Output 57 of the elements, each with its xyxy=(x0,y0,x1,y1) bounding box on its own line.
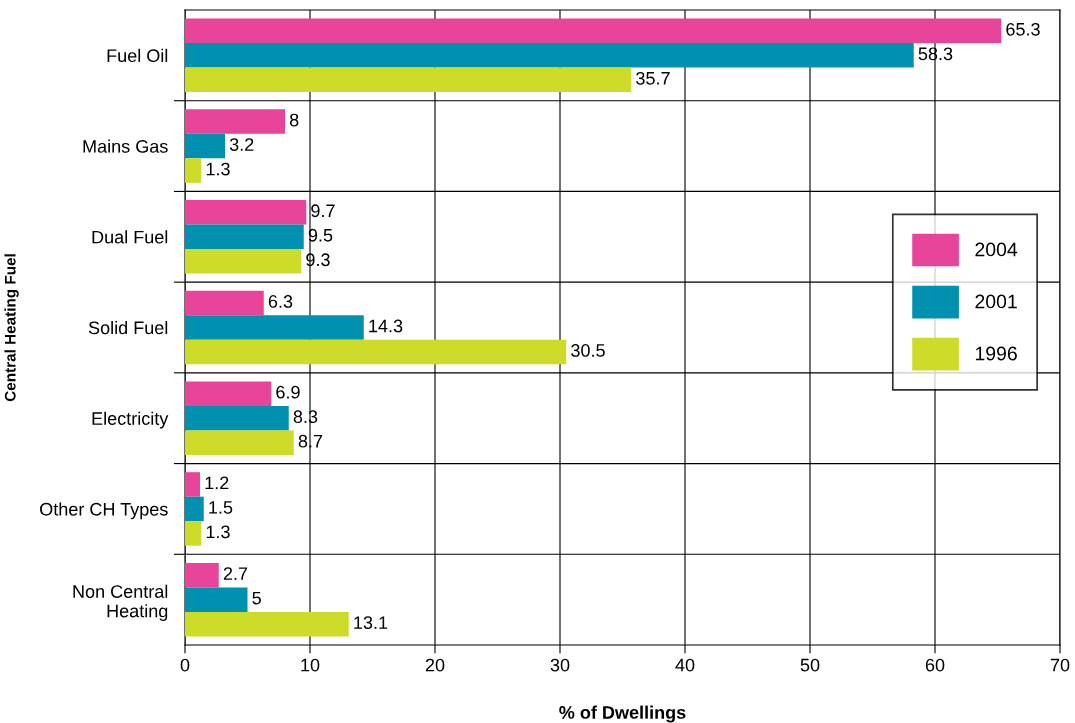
bar xyxy=(185,405,289,431)
x-tick-label: 30 xyxy=(550,658,570,672)
y-tick-label: Mains Gas xyxy=(83,139,168,153)
bar xyxy=(185,133,225,159)
bar xyxy=(185,521,202,546)
bar xyxy=(185,158,202,183)
legend-label: 2001 xyxy=(975,294,1017,309)
data-label: 65.3 xyxy=(1006,22,1040,36)
x-tick-label: 50 xyxy=(800,658,820,672)
data-label: 1.3 xyxy=(206,162,230,176)
legend-label: 2004 xyxy=(975,242,1018,257)
data-label: 6.9 xyxy=(276,385,300,399)
bar xyxy=(185,587,248,612)
data-label: 9.7 xyxy=(311,204,335,218)
y-tick-label: Electricity xyxy=(92,411,169,429)
bar xyxy=(185,430,294,455)
bar xyxy=(185,611,349,637)
bar xyxy=(185,562,219,588)
data-label: 2.7 xyxy=(223,567,248,580)
bar xyxy=(185,67,632,93)
y-tick-label: Non Central Heating xyxy=(73,584,168,621)
data-label: 8 xyxy=(289,113,299,127)
data-label: 13.1 xyxy=(354,616,388,629)
data-label: 5 xyxy=(252,591,261,605)
data-label: 6.3 xyxy=(268,295,293,308)
bar xyxy=(185,224,304,250)
x-tick-label: 70 xyxy=(1050,658,1070,672)
bar xyxy=(185,315,364,340)
legend-label: 1996 xyxy=(975,346,1017,361)
y-tick-label: Fuel Oil xyxy=(107,48,168,63)
bar xyxy=(185,496,204,522)
y-tick-label: Dual Fuel xyxy=(92,230,168,244)
x-tick-label: 40 xyxy=(675,658,695,672)
bar xyxy=(185,290,264,316)
data-label: 14.3 xyxy=(369,319,403,333)
data-label: 35.7 xyxy=(636,71,670,85)
bar xyxy=(185,249,302,274)
y-tick-label: Other CH Types xyxy=(40,502,168,520)
x-axis-title: % of Dwellings xyxy=(559,705,686,723)
data-label: 30.5 xyxy=(571,344,605,357)
bar xyxy=(185,18,1002,44)
bar xyxy=(185,200,307,225)
bar xyxy=(185,109,285,134)
y-axis-title: Central Heating Fuel xyxy=(4,254,19,402)
data-label: 3.2 xyxy=(229,138,254,151)
x-tick-label: 10 xyxy=(301,658,320,672)
bar xyxy=(185,339,567,365)
data-label: 1.2 xyxy=(205,476,229,490)
bar xyxy=(185,381,272,406)
x-tick-label: 60 xyxy=(925,658,945,672)
data-label: 1.5 xyxy=(209,501,233,514)
bar xyxy=(185,472,200,497)
x-tick-label: 0 xyxy=(180,658,190,672)
y-tick-label: Solid Fuel xyxy=(88,320,168,335)
x-tick-label: 20 xyxy=(425,658,445,672)
bar xyxy=(185,43,914,68)
data-label: 1.3 xyxy=(206,525,230,539)
